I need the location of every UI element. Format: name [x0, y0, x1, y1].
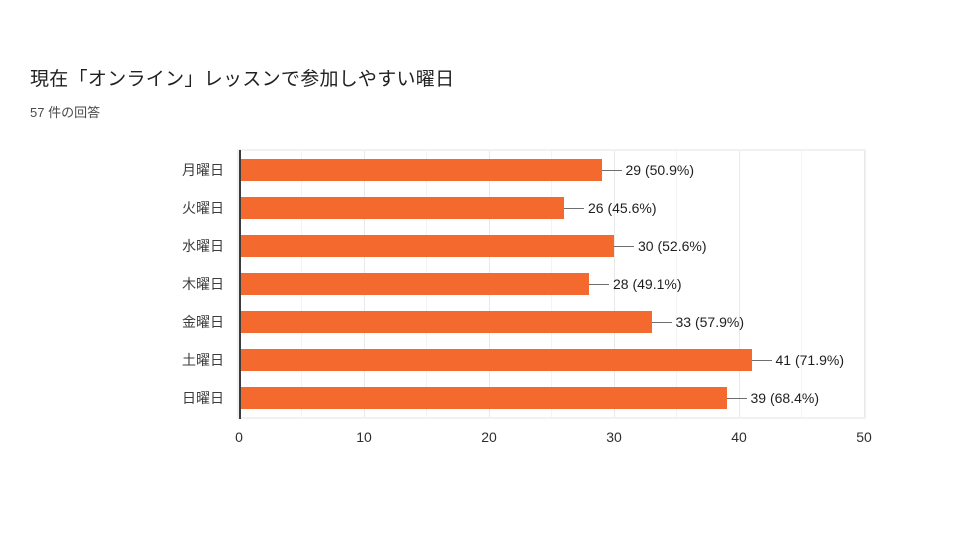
value-label: 33 (57.9%) [675, 314, 744, 330]
bar-rows: 月曜日 29 (50.9%) 火曜日 26 (45.6%) 水曜日 30 (52.6%) 木… [182, 151, 864, 417]
bar-row: 土曜日 41 (71.9%) [182, 341, 864, 379]
bar-row: 月曜日 29 (50.9%) [182, 151, 864, 189]
major-gridline [613, 151, 615, 417]
bar[interactable] [239, 159, 602, 181]
category-label: 金曜日 [182, 314, 224, 330]
bar[interactable] [239, 349, 752, 371]
bar[interactable] [239, 273, 589, 295]
value-label: 30 (52.6%) [638, 238, 707, 254]
value-label: 29 (50.9%) [625, 162, 694, 178]
bar-row: 金曜日 33 (57.9%) [182, 303, 864, 341]
minor-gridline [676, 151, 677, 417]
bar[interactable] [239, 235, 614, 257]
minor-gridline [801, 151, 802, 417]
category-label: 木曜日 [182, 276, 224, 292]
category-label: 火曜日 [182, 200, 224, 216]
value-label: 28 (49.1%) [613, 276, 682, 292]
leader-line [589, 283, 609, 285]
category-label: 土曜日 [182, 352, 224, 368]
bar[interactable] [239, 387, 727, 409]
y-axis-line [239, 150, 241, 419]
chart-plot: 月曜日 29 (50.9%) 火曜日 26 (45.6%) 水曜日 30 (52.6%) 木… [182, 150, 872, 445]
bar[interactable] [239, 197, 564, 219]
bar-row: 水曜日 30 (52.6%) [182, 227, 864, 265]
category-label: 月曜日 [182, 162, 224, 178]
category-label: 日曜日 [182, 390, 224, 406]
major-gridline [863, 151, 865, 417]
bar-row: 日曜日 39 (68.4%) [182, 379, 864, 417]
value-label: 26 (45.6%) [588, 200, 657, 216]
value-label: 41 (71.9%) [775, 352, 844, 368]
category-label: 水曜日 [182, 238, 224, 254]
x-tick-label: 20 [481, 429, 497, 445]
response-count: 57 件の回答 [30, 105, 101, 120]
leader-line [726, 397, 747, 399]
x-tick-label: 40 [731, 429, 747, 445]
leader-line [601, 169, 622, 171]
value-label: 39 (68.4%) [750, 390, 819, 406]
x-tick-label: 30 [606, 429, 622, 445]
leader-line [751, 359, 772, 361]
leader-line [614, 245, 634, 247]
bar-row: 木曜日 28 (49.1%) [182, 265, 864, 303]
chart-title: 現在「オンライン」レッスンで参加しやすい曜日 [30, 69, 455, 90]
leader-line [651, 321, 672, 323]
bar-row: 火曜日 26 (45.6%) [182, 189, 864, 227]
leader-line [564, 207, 584, 209]
x-tick-label: 50 [856, 429, 872, 445]
major-gridline [738, 151, 740, 417]
bar[interactable] [239, 311, 652, 333]
x-tick-label: 10 [356, 429, 372, 445]
x-tick-label: 0 [235, 429, 243, 445]
x-axis-tick-labels: 0 10 20 30 40 50 [235, 417, 872, 447]
